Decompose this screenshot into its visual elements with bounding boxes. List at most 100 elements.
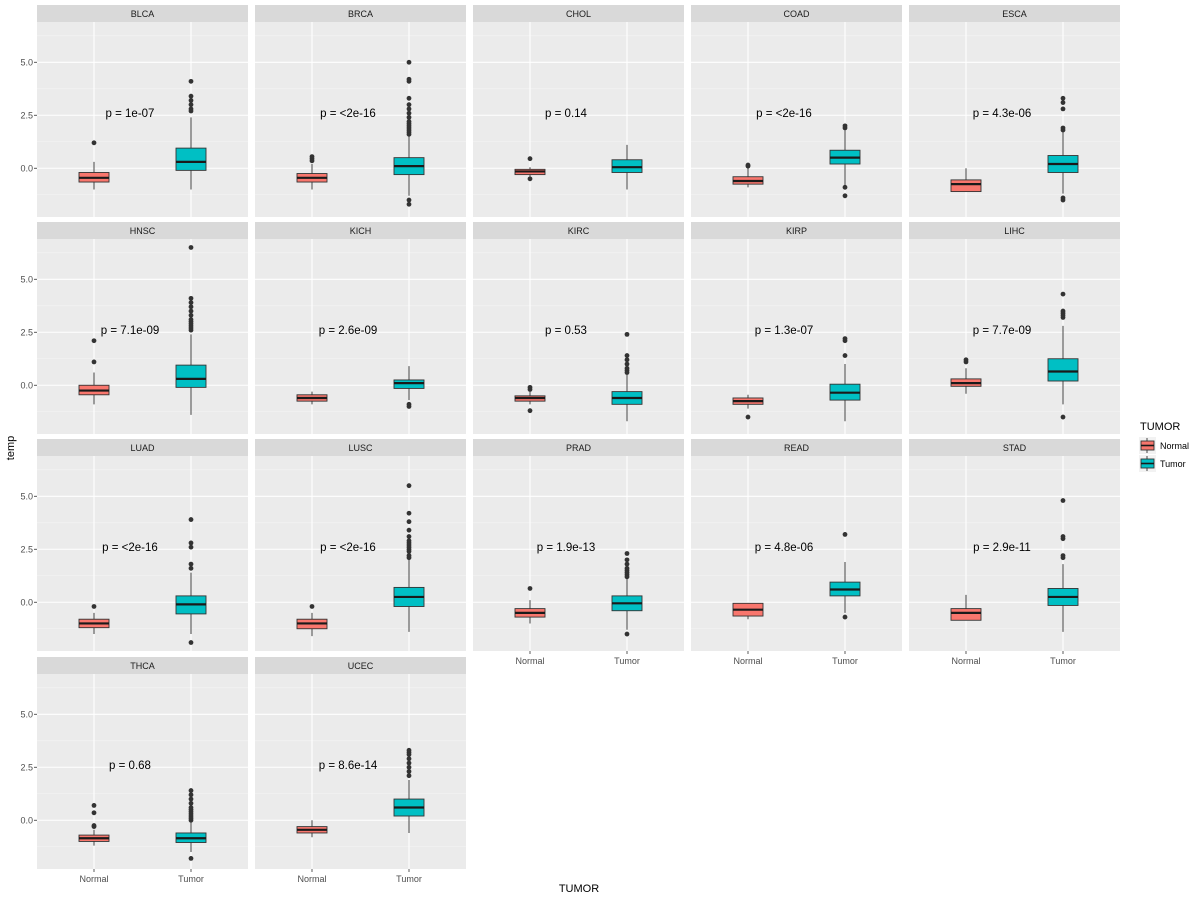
- outlier-point: [842, 532, 848, 537]
- box-tumor: [611, 551, 643, 637]
- facet-panel-kirc: KIRC p = 0.53: [473, 222, 684, 434]
- facet-strip: [691, 222, 902, 239]
- p-value-label: p = <2e-16: [320, 108, 376, 120]
- outlier-point: [188, 308, 194, 314]
- box-iqr: [175, 147, 207, 171]
- outlier-point: [91, 823, 97, 828]
- facet-strip: [473, 5, 684, 22]
- outlier-point: [842, 184, 848, 190]
- p-value-label: p = 4.3e-06: [973, 108, 1032, 120]
- facet-label: BLCA: [131, 9, 155, 19]
- box-tumor: [611, 331, 643, 422]
- facet-label: KIRP: [786, 226, 807, 236]
- outlier-point: [406, 95, 412, 101]
- facet-label: LUAD: [130, 443, 155, 453]
- outlier-point: [91, 803, 97, 808]
- facet-panel-hnsc: HNSC 0.0 2.5 5.0 p = 7.1e-09: [20, 222, 248, 434]
- outlier-point: [91, 359, 97, 365]
- facet-label: COAD: [783, 9, 810, 19]
- y-tick-label: 2.5: [20, 762, 33, 772]
- box-tumor: [393, 747, 425, 833]
- y-tick-label: 0.0: [20, 597, 33, 607]
- p-value-label: p = 7.7e-09: [973, 325, 1032, 337]
- outlier-point: [624, 565, 630, 571]
- x-tick-label: Normal: [515, 656, 544, 666]
- box-normal: [950, 168, 982, 193]
- panel-background: [255, 456, 466, 651]
- y-tick-label: 0.0: [20, 815, 33, 825]
- box-tumor: [1047, 498, 1079, 632]
- outlier-point: [406, 102, 412, 108]
- box-iqr: [950, 179, 982, 193]
- outlier-point: [188, 565, 194, 571]
- p-value-label: p = 8.6e-14: [319, 760, 378, 772]
- outlier-point: [188, 317, 194, 322]
- facet-strip: [473, 439, 684, 456]
- legend: TUMOR Normal Tumor: [1139, 421, 1189, 472]
- facet-strip: [691, 5, 902, 22]
- facet-panel-stad: STAD p = 2.9e-11 Normal Tumor: [909, 439, 1120, 666]
- facet-panel-luad: LUAD 0.0 2.5 5.0 p = <2e-16: [20, 439, 248, 651]
- facet-label: LUSC: [348, 443, 373, 453]
- facet-strip: [37, 439, 248, 456]
- p-value-label: p = 1.9e-13: [537, 542, 596, 554]
- facet-label: KIRC: [568, 226, 590, 236]
- box-normal: [78, 338, 110, 405]
- outlier-point: [406, 764, 412, 770]
- facet-strip: [255, 222, 466, 239]
- outlier-point: [842, 353, 848, 358]
- legend-key-tumor: Tumor: [1139, 455, 1186, 472]
- x-tick-label: Tumor: [178, 874, 204, 884]
- outlier-point: [406, 76, 412, 82]
- legend-title: TUMOR: [1140, 421, 1180, 433]
- box-tumor: [175, 788, 207, 861]
- facet-strip: [255, 657, 466, 674]
- panel-background: [255, 239, 466, 434]
- outlier-point: [188, 93, 194, 99]
- outlier-point: [309, 154, 315, 159]
- outlier-point: [406, 114, 412, 120]
- y-tick-label: 5.0: [20, 491, 33, 501]
- outlier-point: [1060, 106, 1066, 112]
- outlier-point: [406, 106, 412, 112]
- outlier-point: [406, 201, 412, 207]
- x-tick-label: Normal: [733, 656, 762, 666]
- outlier-point: [188, 517, 194, 522]
- box-tumor: [1047, 95, 1079, 203]
- outlier-point: [188, 312, 194, 318]
- outlier-point: [406, 119, 412, 125]
- outlier-point: [406, 773, 412, 779]
- y-tick-label: 0.0: [20, 163, 33, 173]
- outlier-point: [188, 295, 194, 301]
- box-normal: [514, 384, 546, 414]
- panel-background: [37, 239, 248, 434]
- box-normal: [950, 357, 982, 394]
- box-normal: [514, 156, 546, 182]
- panel-background: [473, 239, 684, 434]
- y-tick-label: 5.0: [20, 274, 33, 284]
- facet-panel-lihc: LIHC p = 7.7e-09: [909, 222, 1120, 434]
- facet-label: BRCA: [348, 9, 373, 19]
- facet-label: UCEC: [348, 661, 374, 671]
- facet-strip: [37, 5, 248, 22]
- outlier-point: [406, 519, 412, 525]
- y-tick-label: 2.5: [20, 110, 33, 120]
- box-normal: [732, 162, 764, 188]
- outlier-point: [1060, 125, 1066, 131]
- outlier-point: [406, 553, 412, 559]
- outlier-point: [406, 510, 412, 516]
- p-value-label: p = 0.68: [109, 760, 151, 772]
- outlier-point: [624, 357, 630, 363]
- outlier-point: [188, 561, 194, 567]
- facet-panel-brca: BRCA p = <2e-16: [255, 5, 466, 217]
- outlier-point: [624, 331, 630, 337]
- outlier-point: [406, 483, 412, 489]
- outlier-point: [1060, 197, 1066, 203]
- facet-panel-kirp: KIRP p = 1.3e-07: [691, 222, 902, 434]
- outlier-point: [406, 756, 412, 762]
- outlier-point: [963, 357, 969, 363]
- outlier-point: [842, 336, 848, 342]
- outlier-point: [406, 769, 412, 774]
- facet-label: KICH: [350, 226, 372, 236]
- outlier-point: [1060, 534, 1066, 539]
